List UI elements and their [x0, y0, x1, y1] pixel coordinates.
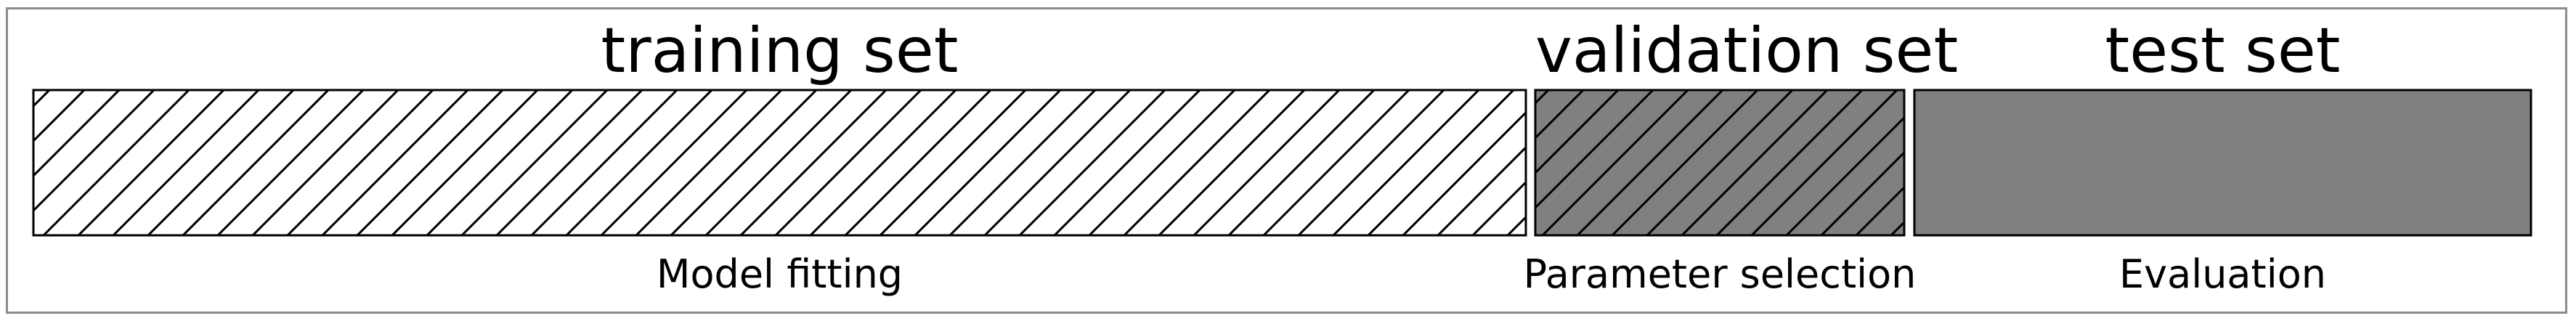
test-set-caption: Evaluation [2119, 251, 2326, 297]
validation-set-caption: Parameter selection [1523, 251, 1917, 297]
validation-set-title: validation set [1535, 15, 1959, 87]
training-set-caption: Model fitting [656, 251, 903, 297]
test-set-bar [1913, 89, 2532, 237]
validation-set-bar [1534, 89, 1906, 237]
test-set-title: test set [2105, 15, 2341, 87]
training-set-bar [32, 89, 1527, 237]
training-set-title: training set [601, 15, 959, 87]
